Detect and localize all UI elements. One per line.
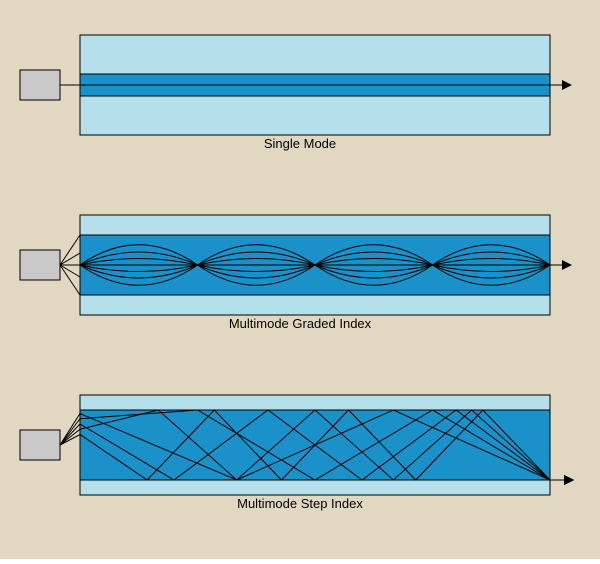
- diagram-canvas: Single Mode Multimode Graded Index Multimo…: [0, 0, 600, 559]
- light-source: [20, 430, 60, 460]
- fiber-label: Single Mode: [264, 136, 336, 151]
- fiber-diagram-svg: Single Mode Multimode Graded Index Multimo…: [0, 0, 600, 559]
- fiber-label: Multimode Graded Index: [229, 316, 372, 331]
- light-source: [20, 70, 60, 100]
- light-source: [20, 250, 60, 280]
- fiber-label: Multimode Step Index: [237, 496, 363, 511]
